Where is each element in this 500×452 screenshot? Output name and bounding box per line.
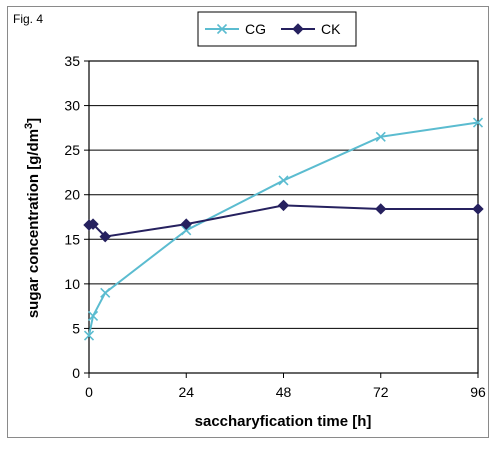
marker-stroke	[181, 225, 192, 236]
marker-stroke	[278, 175, 289, 186]
data-point-diamond	[180, 218, 192, 230]
data-point-diamond	[292, 23, 304, 35]
legend-box	[197, 11, 357, 47]
x-tick-label: 96	[470, 384, 486, 400]
x-tick-label: 72	[373, 384, 389, 400]
y-axis-title: sugar concentration [g/dm3]	[23, 118, 42, 318]
marker-stroke	[472, 117, 484, 128]
data-point-diamond	[87, 218, 99, 230]
y-axis-title-end: ]	[25, 118, 42, 123]
y-tick-label: 25	[64, 142, 80, 158]
marker-stroke	[375, 131, 386, 142]
data-point-x	[100, 287, 111, 298]
y-tick-label: 0	[72, 365, 80, 381]
data-point-x	[375, 131, 386, 142]
data-point-diamond	[99, 230, 111, 243]
grid-lines	[89, 105, 478, 329]
legend-label: CG	[245, 21, 266, 37]
data-point-x	[87, 310, 99, 322]
data-point-diamond	[375, 203, 387, 215]
y-tick-label: 20	[64, 187, 80, 203]
x-tick-label: 24	[178, 384, 194, 400]
x-axis-ticks: 0 24 48 72 96	[85, 373, 486, 400]
y-tick-label: 30	[64, 98, 80, 114]
plot-area	[88, 60, 479, 374]
series-line	[88, 121, 479, 336]
y-axis-ticks: 0 5 10 15 20 25 30 35	[64, 53, 89, 381]
legend-label: CK	[321, 21, 341, 37]
data-point-diamond	[277, 199, 290, 212]
data-point-x	[83, 330, 95, 341]
y-axis-title-superscript: 3	[23, 123, 35, 129]
legend-entry-cg: CG	[205, 21, 266, 37]
x-tick-label: 0	[85, 384, 93, 400]
legend-entry-ck: CK	[281, 21, 341, 37]
legend: CG CK	[197, 11, 357, 47]
y-tick-label: 5	[72, 320, 80, 336]
y-axis-title-main: sugar concentration [g/dm	[25, 129, 42, 318]
marker-stroke	[216, 23, 228, 35]
data-point-x	[181, 225, 192, 236]
marker-stroke	[83, 330, 95, 341]
y-tick-label: 35	[64, 53, 80, 69]
series-layer	[83, 117, 484, 341]
y-tick-label: 15	[64, 231, 80, 247]
y-tick-label: 10	[64, 276, 80, 292]
data-point-x	[278, 175, 289, 186]
series-ck	[83, 199, 484, 243]
series-cg	[83, 117, 484, 341]
x-tick-label: 48	[276, 384, 292, 400]
data-point-x	[216, 23, 228, 35]
marker-stroke	[100, 287, 111, 298]
data-point-diamond	[472, 203, 484, 215]
data-point-x	[472, 117, 484, 128]
marker-stroke	[87, 310, 99, 322]
figure-label: Fig. 4	[13, 12, 44, 26]
x-axis-title: saccharyfication time [h]	[195, 413, 372, 430]
